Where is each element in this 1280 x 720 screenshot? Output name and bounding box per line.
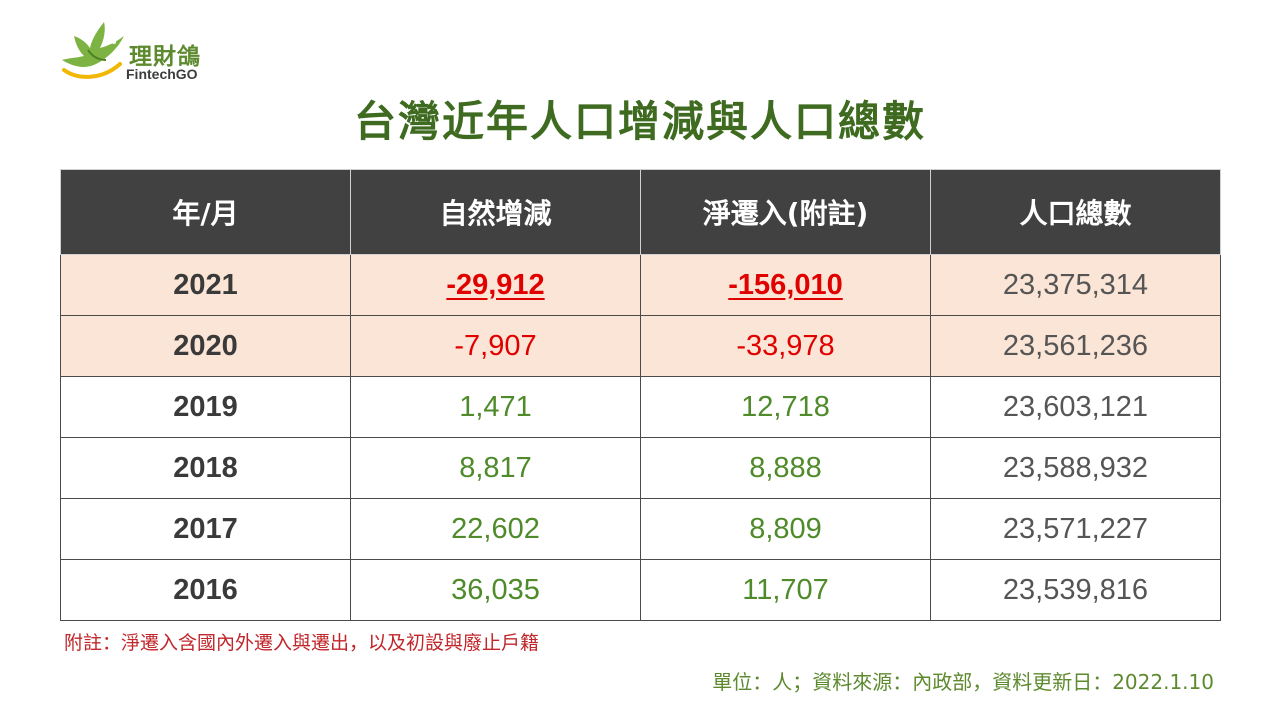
header-natural-change: 自然增減: [350, 169, 641, 255]
cell-net-migration: 12,718: [640, 376, 931, 438]
cell-total-population: 23,375,314: [930, 254, 1221, 316]
table-row: 2018 8,817 8,888 23,588,932: [60, 437, 1221, 499]
table-row: 2016 36,035 11,707 23,539,816: [60, 559, 1221, 621]
cell-year: 2018: [60, 437, 351, 499]
cell-net-migration: 8,888: [640, 437, 931, 499]
cell-year: 2020: [60, 315, 351, 377]
footnote: 附註：淨遷入含國內外遷入與遷出，以及初設與廢止戶籍: [64, 632, 540, 654]
cell-total-population: 23,588,932: [930, 437, 1221, 499]
cell-net-migration: -156,010: [640, 254, 931, 316]
page-title: 台灣近年人口增減與人口總數: [353, 97, 926, 146]
cell-net-migration: -33,978: [640, 315, 931, 377]
cell-total-population: 23,539,816: [930, 559, 1221, 621]
cell-natural-change: 36,035: [350, 559, 641, 621]
header-year: 年/月: [60, 169, 351, 255]
cell-total-population: 23,561,236: [930, 315, 1221, 377]
table-header-row: 年/月 自然增減 淨遷入(附註) 人口總數: [60, 169, 1221, 255]
cell-year: 2021: [60, 254, 351, 316]
cell-net-migration: 11,707: [640, 559, 931, 621]
brand-name-en: FintechGO: [126, 66, 198, 82]
cell-natural-change: 22,602: [350, 498, 641, 560]
header-total-population: 人口總數: [930, 169, 1221, 255]
source-note: 單位：人；資料來源：內政部，資料更新日：2022.1.10: [712, 670, 1214, 694]
cell-natural-change: -7,907: [350, 315, 641, 377]
cell-total-population: 23,603,121: [930, 376, 1221, 438]
cell-year: 2019: [60, 376, 351, 438]
table-row: 2020 -7,907 -33,978 23,561,236: [60, 315, 1221, 377]
cell-total-population: 23,571,227: [930, 498, 1221, 560]
table-row: 2021 -29,912 -156,010 23,375,314: [60, 254, 1221, 316]
cell-natural-change: -29,912: [350, 254, 641, 316]
cell-natural-change: 8,817: [350, 437, 641, 499]
table-row: 2019 1,471 12,718 23,603,121: [60, 376, 1221, 438]
table-row: 2017 22,602 8,809 23,571,227: [60, 498, 1221, 560]
brand-name-cn: 理財鴿: [129, 44, 201, 70]
header-net-migration: 淨遷入(附註): [640, 169, 931, 255]
population-table: 年/月 自然增減 淨遷入(附註) 人口總數 2021 -29,912 -156,…: [60, 169, 1221, 621]
cell-natural-change: 1,471: [350, 376, 641, 438]
dove-icon: [62, 22, 124, 79]
cell-net-migration: 8,809: [640, 498, 931, 560]
brand-logo: 理財鴿 FintechGO: [58, 20, 218, 86]
cell-year: 2016: [60, 559, 351, 621]
cell-year: 2017: [60, 498, 351, 560]
